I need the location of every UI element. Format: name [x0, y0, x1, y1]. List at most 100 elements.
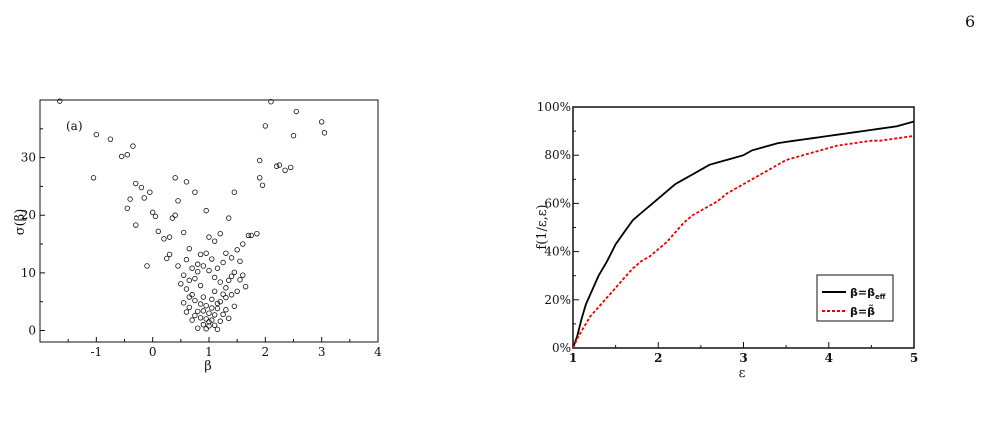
scatter-point — [93, 131, 100, 138]
scatter-x-tick-label: 0 — [149, 345, 157, 359]
scatter-point — [223, 294, 229, 301]
scatter-point — [240, 241, 246, 247]
scatter-point — [183, 256, 190, 263]
scatter-point — [152, 213, 159, 220]
scatter-point — [228, 292, 235, 298]
scatter-point — [234, 247, 240, 253]
scatter-point — [223, 250, 229, 256]
scatter-point — [166, 234, 173, 240]
scatter-point — [166, 251, 173, 258]
scatter-point — [211, 238, 218, 244]
scatter-point — [183, 179, 190, 185]
scatter-y-tick-label: 0 — [28, 323, 36, 337]
scatter-point — [195, 325, 201, 331]
line-y-tick-label: 80% — [544, 148, 571, 162]
line-series-1 — [572, 120, 915, 349]
scatter-point — [180, 229, 187, 236]
scatter-point — [220, 291, 226, 297]
scatter-point — [262, 123, 269, 129]
scatter-point — [214, 265, 221, 271]
scatter-point — [231, 269, 238, 275]
scatter-point — [321, 130, 328, 136]
line-y-axis-label: f(1/ε,ε) — [535, 204, 550, 249]
scatter-point — [211, 274, 218, 281]
scatter-point — [200, 308, 207, 314]
scatter-point — [231, 189, 238, 195]
scatter-point — [169, 215, 176, 221]
scatter-point — [203, 250, 209, 256]
scatter-point — [192, 312, 198, 319]
scatter-point — [192, 275, 198, 282]
scatter-point — [248, 232, 254, 239]
scatter-point — [180, 300, 187, 306]
scatter-point — [245, 232, 252, 239]
scatter-point — [175, 198, 181, 204]
scatter-x-tick-label: 1 — [205, 345, 213, 359]
scatter-point — [220, 259, 226, 266]
scatter-point — [147, 189, 153, 195]
scatter-point — [186, 245, 192, 252]
scatter-point — [186, 277, 192, 284]
scatter-point — [228, 273, 235, 280]
scatter-point — [206, 323, 212, 329]
scatter-point — [226, 215, 232, 221]
legend-label-series-2: β=β̃ — [850, 304, 875, 318]
scatter-point — [197, 282, 204, 289]
scatter-point — [155, 228, 161, 235]
scatter-point — [209, 256, 215, 262]
scatter-point — [203, 326, 209, 332]
scatter-point — [257, 157, 263, 164]
scatter-y-tick-label: 20 — [21, 208, 36, 222]
scatter-point — [200, 322, 207, 328]
line-y-tick-label: 100% — [537, 100, 571, 114]
scatter-point — [133, 222, 139, 228]
legend-label-series-1-main: β=β — [850, 286, 875, 299]
scatter-point — [141, 195, 147, 201]
page-number: 6 — [965, 12, 976, 31]
scatter-point — [206, 319, 212, 325]
scatter-y-axis-label: σ(β) — [13, 209, 28, 236]
scatter-point — [189, 265, 195, 271]
scatter-point — [211, 312, 218, 318]
scatter-point — [257, 175, 263, 181]
scatter-point — [214, 305, 221, 312]
scatter-point — [203, 207, 209, 214]
scatter-point — [175, 263, 181, 269]
scatter-point — [228, 255, 235, 261]
scatter-point — [223, 285, 229, 291]
scatter-point — [318, 119, 325, 125]
legend-box — [816, 274, 894, 322]
scatter-point — [138, 184, 145, 191]
scatter-point — [211, 322, 218, 328]
scatter-x-tick-label: 4 — [374, 345, 382, 359]
scatter-point — [206, 267, 212, 274]
line-x-tick-label: 5 — [910, 351, 918, 365]
scatter-x-axis-label: β — [204, 359, 212, 374]
scatter-point — [118, 153, 125, 160]
scatter-point — [226, 315, 232, 322]
line-x-axis-label: ε — [739, 366, 746, 381]
scatter-point — [195, 308, 201, 315]
scatter-point — [268, 99, 274, 105]
line-x-tick-label: 2 — [654, 351, 662, 365]
scatter-point — [214, 300, 221, 307]
line-x-tick-label: 3 — [739, 351, 747, 365]
scatter-point — [287, 164, 294, 171]
scatter-point — [211, 288, 218, 294]
scatter-point — [124, 205, 131, 212]
scatter-point — [133, 180, 139, 187]
scatter-point — [217, 279, 223, 285]
line-legend: β=βeff β=β̃ — [816, 274, 894, 322]
scatter-point — [209, 317, 215, 323]
line-x-tick-label: 1 — [569, 351, 577, 365]
scatter-point — [276, 162, 283, 168]
scatter-point — [124, 152, 131, 158]
scatter-point — [282, 167, 288, 173]
scatter-point — [273, 163, 280, 169]
scatter-point — [144, 263, 150, 269]
scatter-point — [214, 326, 221, 333]
scatter-point — [172, 212, 178, 218]
scatter-point — [234, 288, 240, 294]
